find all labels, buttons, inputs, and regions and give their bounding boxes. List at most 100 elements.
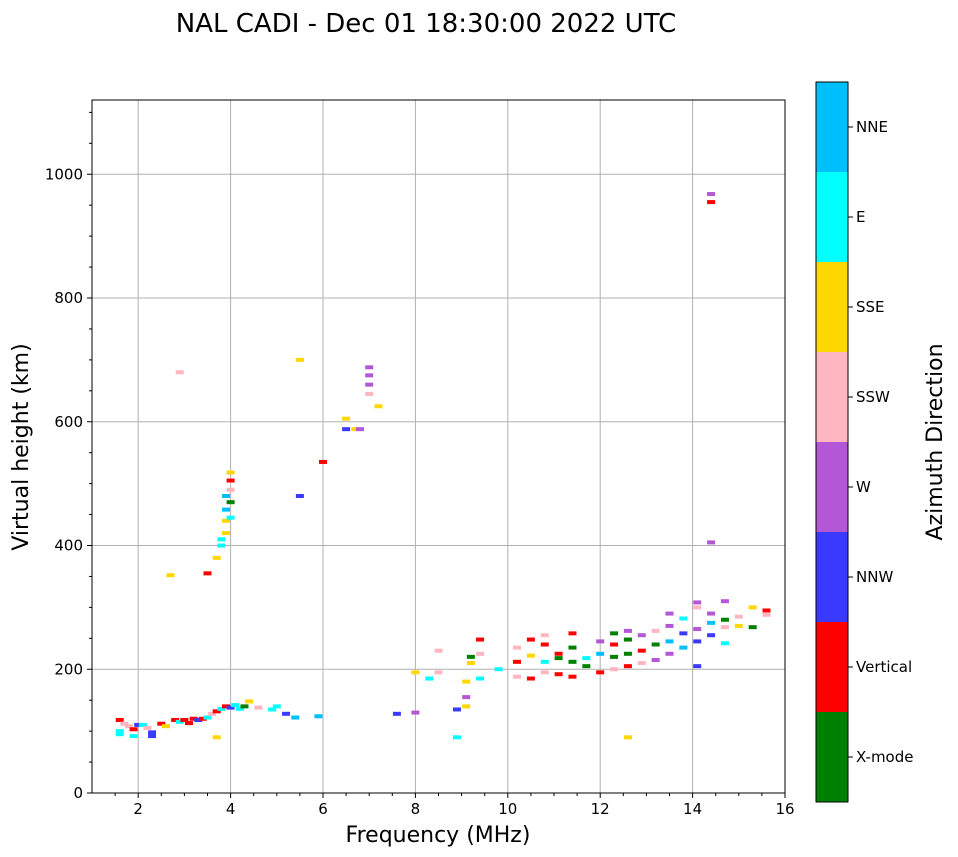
echo-point [526, 653, 535, 658]
echo-point [568, 645, 577, 650]
y-tick-label: 800 [54, 289, 83, 307]
echo-point [540, 642, 549, 647]
echo-point [342, 427, 351, 432]
echo-point [720, 617, 729, 622]
echo-point [314, 714, 323, 719]
echo-point [272, 704, 281, 709]
echo-point [115, 717, 124, 722]
echo-point [734, 614, 743, 619]
echo-point [245, 699, 254, 704]
echo-point [582, 656, 591, 661]
echo-point [665, 651, 674, 656]
echo-point [355, 427, 364, 432]
echo-point [134, 722, 143, 727]
echo-point [707, 611, 716, 616]
echo-point [175, 370, 184, 375]
echo-point [554, 656, 563, 661]
gridlines [92, 100, 785, 793]
echo-point [623, 637, 632, 642]
echo-point [365, 365, 374, 370]
echo-point [596, 651, 605, 656]
colorbar-category-label: NNE [856, 118, 888, 136]
echo-point [748, 625, 757, 630]
echo-point [148, 734, 157, 739]
echo-point [226, 487, 235, 492]
echo-point [693, 664, 702, 669]
echo-point [707, 633, 716, 638]
echo-point [679, 616, 688, 621]
x-tick-label: 10 [498, 800, 517, 818]
echo-point [693, 600, 702, 605]
echo-point [476, 637, 485, 642]
echo-point [623, 628, 632, 633]
echo-point [319, 459, 327, 464]
echo-point [637, 633, 646, 638]
y-tick-label: 200 [54, 660, 83, 678]
colorbar-segment [816, 82, 848, 172]
colorbar-segment [816, 262, 848, 352]
echo-point [526, 676, 535, 681]
echo-point [203, 571, 212, 576]
echo-point [180, 717, 189, 722]
echo-point [374, 404, 383, 409]
echo-point [143, 726, 152, 731]
echo-point [351, 427, 360, 432]
echo-point [707, 540, 716, 545]
echo-point [212, 709, 221, 714]
echo-point [762, 612, 771, 617]
echo-point [720, 599, 729, 604]
echo-point [365, 382, 374, 387]
echo-point [291, 715, 300, 720]
echo-point [610, 631, 619, 636]
echo-point [679, 645, 688, 650]
echo-point [452, 735, 461, 740]
echo-point [462, 695, 471, 700]
echo-point [226, 515, 235, 520]
echo-point [120, 721, 129, 726]
echo-point [217, 543, 226, 548]
echo-point [235, 706, 244, 711]
plot-frame [91, 99, 786, 794]
echo-point [651, 657, 660, 662]
colorbar-segment [816, 712, 848, 802]
echo-point [231, 703, 240, 708]
echo-point [392, 711, 401, 716]
echo-point [540, 659, 549, 664]
echo-point [720, 625, 729, 630]
echo-point [476, 676, 485, 681]
echo-point [554, 672, 563, 677]
colorbar-segment [816, 172, 848, 262]
x-tick-label: 6 [318, 800, 328, 818]
x-axis-label: Frequency (MHz) [346, 823, 531, 848]
data-points [115, 192, 771, 740]
echo-point [623, 735, 632, 740]
echo-point [707, 200, 716, 205]
y-axis-ticks: 0 200 400 600 800 1000 [45, 111, 92, 802]
y-tick-label: 1000 [45, 165, 83, 183]
echo-point [161, 724, 170, 729]
echo-point [540, 633, 549, 638]
colorbar-category-label: W [856, 478, 871, 496]
x-tick-label: 8 [411, 800, 421, 818]
echo-point [434, 648, 443, 653]
echo-point [295, 494, 304, 498]
x-tick-label: 4 [226, 800, 236, 818]
echo-point [226, 500, 235, 505]
echo-point [568, 659, 577, 664]
echo-point [568, 631, 577, 636]
echo-point [268, 707, 277, 712]
chart-title: NAL CADI - Dec 01 18:30:00 2022 UTC [176, 9, 676, 39]
echo-point [748, 605, 757, 610]
echo-point [582, 664, 591, 669]
echo-point [610, 654, 619, 659]
echo-point [212, 735, 221, 740]
echo-point [282, 711, 291, 716]
echo-point [411, 670, 420, 675]
echo-point [610, 642, 619, 647]
echo-point [129, 727, 138, 732]
echo-point [466, 661, 475, 666]
echo-point [221, 494, 230, 498]
echo-point [494, 667, 503, 672]
echo-point [212, 555, 221, 560]
y-axis-label: Virtual height (km) [9, 343, 34, 550]
